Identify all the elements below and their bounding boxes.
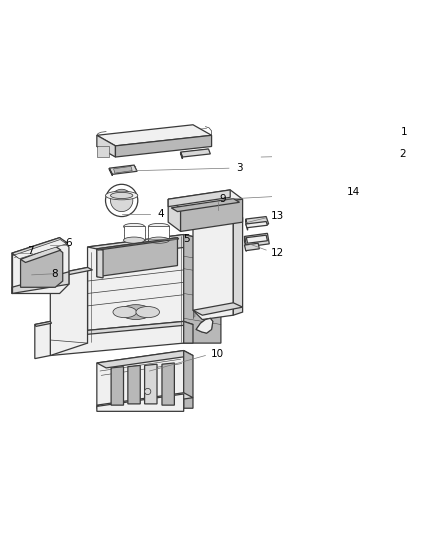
- Polygon shape: [97, 393, 193, 410]
- Polygon shape: [128, 366, 140, 404]
- Polygon shape: [97, 238, 179, 250]
- Polygon shape: [184, 351, 193, 408]
- Text: 5: 5: [183, 234, 190, 244]
- Ellipse shape: [136, 306, 159, 318]
- Ellipse shape: [148, 237, 170, 243]
- Polygon shape: [246, 235, 268, 243]
- Polygon shape: [124, 227, 145, 240]
- Ellipse shape: [110, 192, 133, 199]
- Polygon shape: [168, 199, 180, 231]
- Polygon shape: [193, 212, 243, 222]
- Polygon shape: [180, 149, 210, 157]
- Ellipse shape: [110, 189, 133, 212]
- Polygon shape: [50, 268, 88, 356]
- Polygon shape: [109, 168, 113, 176]
- Ellipse shape: [120, 305, 152, 320]
- Ellipse shape: [124, 237, 145, 243]
- Polygon shape: [21, 246, 61, 262]
- Polygon shape: [35, 321, 50, 359]
- Polygon shape: [88, 235, 221, 255]
- Ellipse shape: [113, 306, 137, 318]
- Polygon shape: [244, 243, 259, 251]
- Text: 3: 3: [237, 163, 243, 173]
- Text: 7: 7: [27, 246, 33, 256]
- Text: 13: 13: [271, 211, 284, 221]
- Polygon shape: [113, 166, 132, 173]
- Polygon shape: [12, 238, 67, 257]
- Polygon shape: [168, 190, 230, 207]
- Polygon shape: [193, 303, 243, 315]
- Polygon shape: [184, 321, 193, 343]
- Polygon shape: [244, 233, 269, 247]
- Polygon shape: [12, 238, 69, 294]
- Polygon shape: [88, 235, 184, 343]
- Polygon shape: [50, 321, 193, 337]
- Polygon shape: [196, 318, 213, 333]
- Polygon shape: [168, 190, 243, 208]
- Polygon shape: [224, 212, 243, 315]
- Ellipse shape: [148, 223, 170, 230]
- Polygon shape: [97, 351, 184, 408]
- Polygon shape: [180, 199, 243, 231]
- Text: 8: 8: [52, 269, 58, 279]
- Polygon shape: [246, 222, 268, 228]
- Polygon shape: [171, 199, 240, 212]
- Ellipse shape: [106, 184, 138, 216]
- Text: 1: 1: [401, 127, 407, 137]
- Polygon shape: [50, 321, 184, 356]
- Text: 12: 12: [271, 248, 284, 258]
- Polygon shape: [244, 237, 246, 251]
- Polygon shape: [109, 165, 137, 174]
- Polygon shape: [180, 152, 183, 159]
- Polygon shape: [97, 238, 177, 277]
- Text: 2: 2: [399, 149, 406, 159]
- Polygon shape: [148, 227, 170, 240]
- Polygon shape: [97, 135, 116, 157]
- Polygon shape: [35, 321, 52, 326]
- Polygon shape: [162, 363, 174, 405]
- Polygon shape: [12, 272, 69, 294]
- Polygon shape: [50, 268, 92, 277]
- Polygon shape: [246, 216, 268, 227]
- Polygon shape: [193, 212, 233, 320]
- Polygon shape: [97, 394, 184, 411]
- Polygon shape: [14, 239, 67, 259]
- Text: 9: 9: [219, 194, 226, 204]
- Text: 10: 10: [210, 349, 223, 359]
- Polygon shape: [246, 219, 247, 230]
- Polygon shape: [116, 135, 212, 157]
- Text: 14: 14: [347, 187, 360, 197]
- Polygon shape: [97, 351, 193, 368]
- Polygon shape: [97, 249, 103, 278]
- Polygon shape: [97, 125, 212, 146]
- Ellipse shape: [145, 389, 151, 394]
- Polygon shape: [184, 235, 221, 343]
- Text: 6: 6: [65, 238, 72, 248]
- Text: 4: 4: [157, 209, 164, 219]
- Polygon shape: [111, 367, 124, 405]
- Polygon shape: [145, 364, 157, 404]
- Polygon shape: [97, 147, 109, 157]
- Ellipse shape: [106, 191, 138, 200]
- Ellipse shape: [124, 223, 145, 230]
- Polygon shape: [21, 246, 63, 287]
